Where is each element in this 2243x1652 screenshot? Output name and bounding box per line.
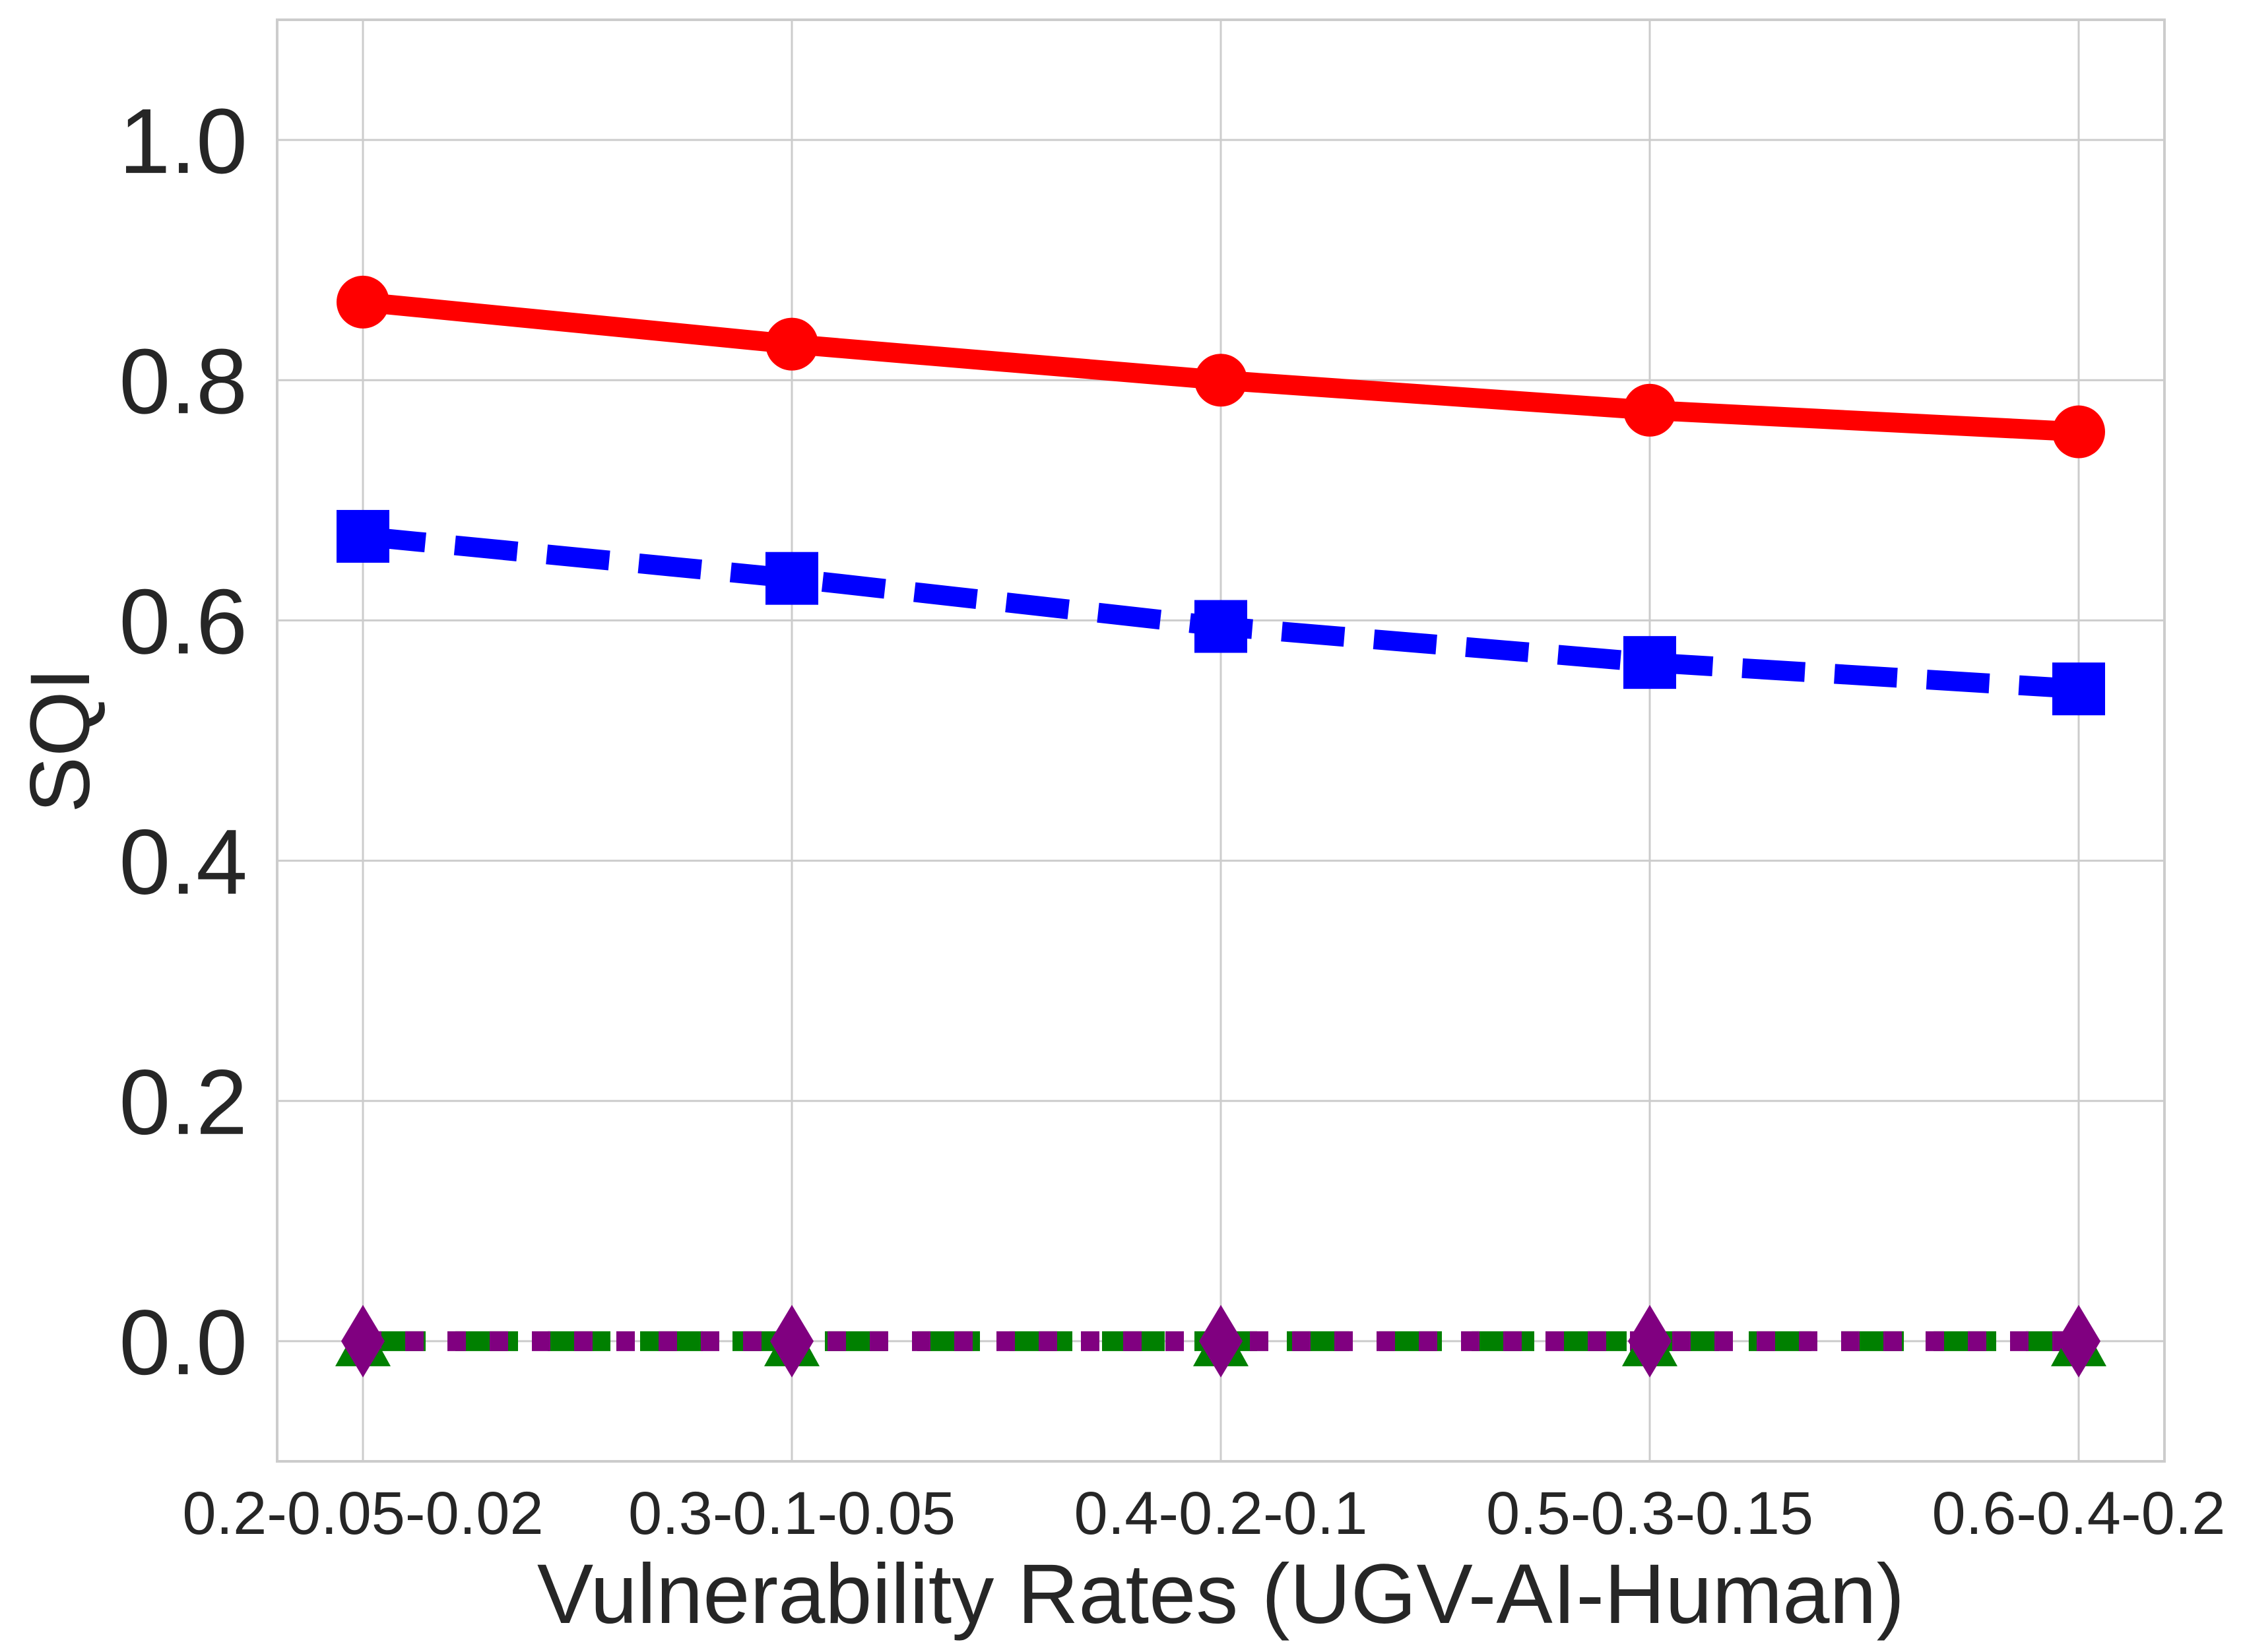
series-0-point xyxy=(1623,383,1676,437)
y-tick-label: 0.0 xyxy=(119,1290,247,1394)
y-tick-label: 1.0 xyxy=(119,89,247,193)
x-axis-title: Vulnerability Rates (UGV-AI-Human) xyxy=(537,1547,1904,1641)
series-3-point xyxy=(2057,1304,2100,1378)
series-1-point xyxy=(1623,636,1676,689)
series-1-point xyxy=(337,509,389,563)
series-0-point xyxy=(1194,354,1247,407)
series-1-point xyxy=(765,552,818,605)
series-1-point xyxy=(1194,600,1247,653)
x-axis-ticks: 0.2-0.05-0.02 0.3-0.1-0.05 0.4-0.2-0.1 0.5-… xyxy=(182,1480,2225,1547)
series-3-point xyxy=(1199,1304,1243,1378)
y-tick-label: 0.2 xyxy=(119,1050,247,1154)
x-tick-label: 0.2-0.05-0.02 xyxy=(182,1480,543,1547)
series-3-point xyxy=(770,1304,814,1378)
plot-frame xyxy=(276,18,2166,1463)
series-3-point xyxy=(1628,1304,1672,1378)
y-axis-ticks: 0.0 0.2 0.4 0.6 0.8 1.0 xyxy=(119,89,247,1394)
x-tick-label: 0.6-0.4-0.2 xyxy=(1932,1480,2226,1547)
series-3-point xyxy=(341,1304,385,1378)
series-0-point xyxy=(2052,405,2105,459)
y-axis-title: SQI xyxy=(13,668,108,813)
series-0-point xyxy=(337,275,389,329)
y-tick-label: 0.6 xyxy=(119,569,247,673)
y-tick-label: 0.4 xyxy=(119,810,247,914)
series-0-point xyxy=(765,317,818,371)
x-tick-label: 0.4-0.2-0.1 xyxy=(1074,1480,1368,1547)
y-tick-label: 0.8 xyxy=(119,329,247,433)
grid xyxy=(277,20,2164,1461)
series-markers xyxy=(335,275,2106,1378)
x-tick-label: 0.5-0.3-0.15 xyxy=(1486,1480,1813,1547)
series-1-point xyxy=(2052,662,2105,716)
x-tick-label: 0.3-0.1-0.05 xyxy=(628,1480,956,1547)
